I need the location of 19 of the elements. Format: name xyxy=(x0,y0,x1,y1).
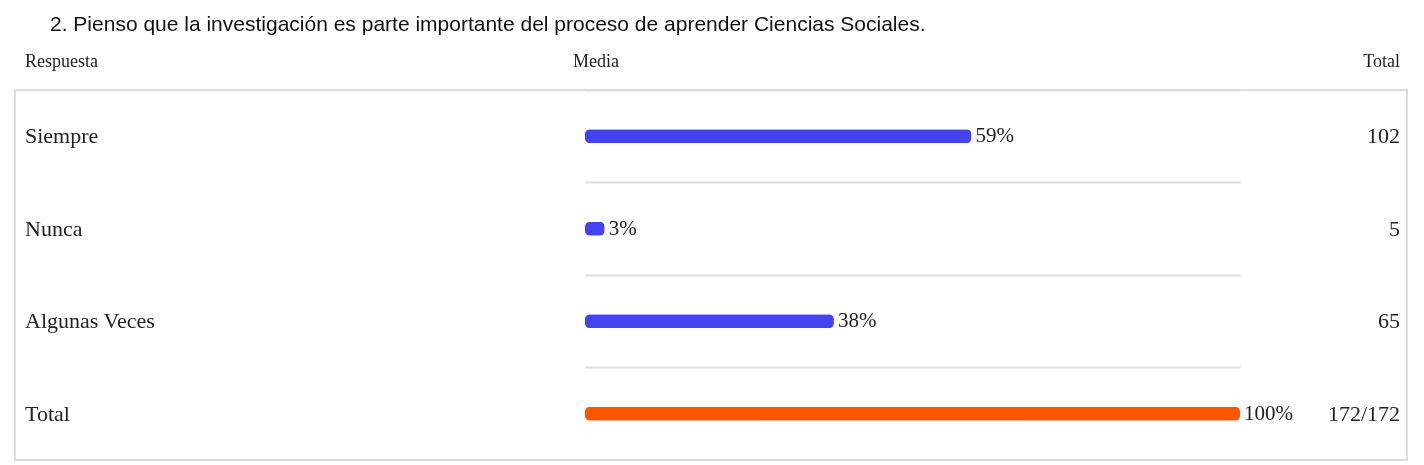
data-label: 3% xyxy=(608,215,637,240)
chart-title: 2. Pienso que la investigación es parte importante del proceso de aprender Ciencias Sociales. xyxy=(50,12,926,35)
bar xyxy=(585,406,1240,421)
bar xyxy=(585,129,972,144)
data-label: 100% xyxy=(1244,400,1293,425)
y-tick-label: Siempre xyxy=(25,123,99,149)
data-label: 38% xyxy=(837,308,877,333)
text: 102 xyxy=(1367,123,1400,149)
y-tick-label: Algunas Veces xyxy=(25,308,155,334)
text: 65 xyxy=(1378,308,1400,334)
y-tick-label: Nunca xyxy=(25,215,83,241)
y-axis-title: Respuesta xyxy=(25,51,98,71)
y-tick-label: Total xyxy=(25,400,70,426)
data-label: 59% xyxy=(975,123,1014,148)
text: 5 xyxy=(1389,215,1400,241)
text: Total xyxy=(1363,51,1400,71)
bar xyxy=(585,314,834,329)
text: 172/172 xyxy=(1327,400,1400,426)
x-axis-title: Media xyxy=(573,51,619,71)
